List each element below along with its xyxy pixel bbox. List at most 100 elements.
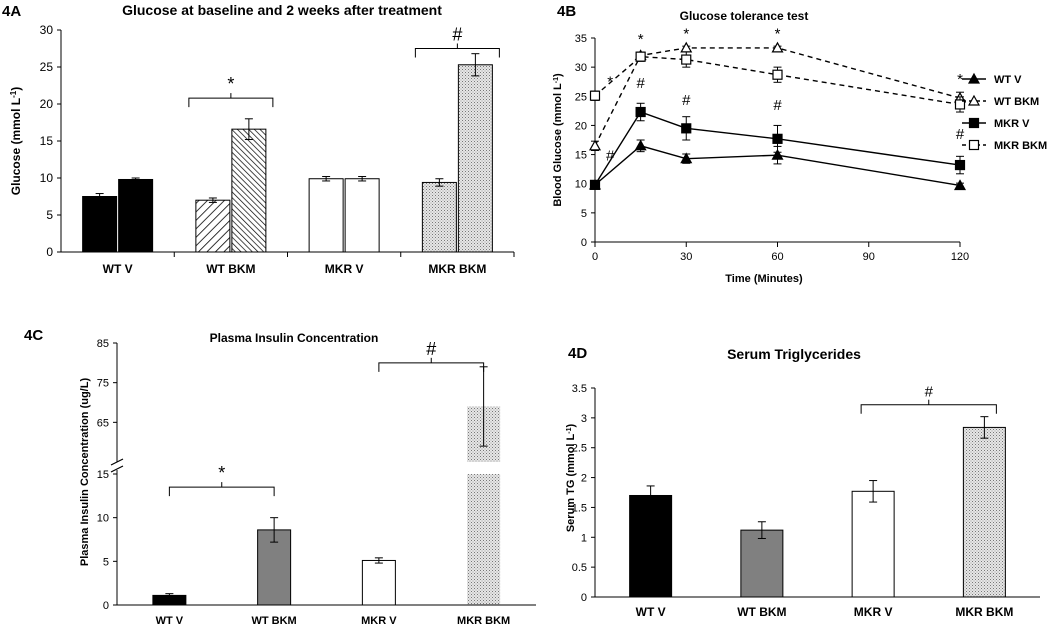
significance-4d-symbol: # <box>925 384 934 401</box>
y-tick-4d-label: 0 <box>581 592 587 604</box>
panel-label-4a: 4A <box>2 3 21 20</box>
category-labels-4d: WT V WT BKM MKR V MKR BKM <box>636 605 1014 619</box>
bar-4a <box>457 64 493 253</box>
panel-label-4b: 4B <box>557 3 576 20</box>
significance-4b: * <box>638 31 644 48</box>
legend-label-4b: MKR BKM <box>994 140 1047 152</box>
significance-4b: * <box>957 71 963 88</box>
series-lines-4b <box>588 41 967 191</box>
y-axis-label-4d-close: ) <box>565 424 577 428</box>
category-label-4c: WT V <box>156 615 184 627</box>
bar-4d <box>740 529 784 598</box>
y-axis-ticks-4b: 0 5 10 15 20 25 30 35 <box>575 33 595 249</box>
chart-title-4a: Glucose at baseline and 2 weeks after tr… <box>122 2 442 18</box>
y-tick-4b-label: 35 <box>575 33 587 45</box>
y-axis-label-4b-sup: -1 <box>553 77 560 83</box>
chart-title-4b: Glucose tolerance test <box>680 9 809 23</box>
y-tick-4d-label: 0.5 <box>572 562 587 574</box>
x-tick-label-4b: 90 <box>863 251 875 263</box>
bars-4a <box>82 53 515 257</box>
y-tick-4a-label: 30 <box>40 23 54 37</box>
y-tick-4c-lower-label: 5 <box>103 556 109 568</box>
y-axis-label-4d-sup: -1 <box>566 427 573 433</box>
significance-4d-bracket <box>860 404 997 414</box>
y-tick-4d-label: 1 <box>581 532 587 544</box>
data-point-4b <box>681 54 692 65</box>
x-tick-label-4b: 120 <box>951 251 969 263</box>
category-label-4d: MKR BKM <box>955 605 1013 619</box>
x-tick-label-4b: 0 <box>592 251 598 263</box>
data-point-4b <box>635 51 646 62</box>
y-axis-ticks-4d: 0 0.5 1 1.5 2 2.5 3 3.5 <box>572 383 595 604</box>
significance-4b: # <box>682 92 691 109</box>
x-tick-label-4b: 60 <box>771 251 783 263</box>
panel-4d: 4D Serum Triglycerides Serum TG (mmol L-… <box>565 345 1040 619</box>
significance-4b: * <box>607 74 613 91</box>
series-line-4b <box>594 55 961 106</box>
legend-marker-4b <box>968 139 980 151</box>
category-label-4a: WT BKM <box>206 262 255 276</box>
significance-4b: * # * # * # * # * # <box>606 25 965 164</box>
data-point-4b <box>954 99 966 110</box>
significance-4b: # <box>773 97 782 114</box>
category-label-4d: MKR V <box>854 605 893 619</box>
legend-4b: WT V WT BKM MKR V MKR BKM <box>962 72 1047 152</box>
significance-4a: *# <box>188 25 500 108</box>
y-tick-4b-label: 5 <box>581 208 587 220</box>
y-axis-label-4b-close: ) <box>552 73 564 77</box>
data-point-4b <box>680 152 693 164</box>
y-tick-4b-label: 25 <box>575 91 587 103</box>
y-axis-label-4d-main: Serum TG (mmol L <box>565 433 577 532</box>
data-point-4b <box>589 179 601 190</box>
y-tick-4c-upper-label: 65 <box>97 417 109 429</box>
significance-4a-bracket <box>414 48 500 58</box>
data-point-4b <box>772 69 783 80</box>
bar-4a <box>118 178 154 253</box>
y-tick-4d-label: 3.5 <box>572 383 587 395</box>
significance-4b: # <box>636 75 645 92</box>
bars-4c <box>152 366 501 606</box>
y-tick-4c-upper-label: 75 <box>97 378 109 390</box>
x-axis-label-4b: Time (Minutes) <box>725 273 803 285</box>
y-tick-4b-label: 15 <box>575 150 587 162</box>
significance-4b: * <box>683 25 689 42</box>
legend-label-4b: WT V <box>994 74 1022 86</box>
y-tick-4b-label: 0 <box>581 237 587 249</box>
significance-4c-bracket <box>378 362 485 372</box>
significance-4d: # <box>860 384 997 414</box>
data-point-4b <box>771 148 784 160</box>
significance-4c-symbol: * <box>218 463 225 483</box>
data-point-4b <box>771 41 784 53</box>
y-tick-4d-label: 2.5 <box>572 443 587 455</box>
bar-4a <box>344 178 380 253</box>
category-label-4a: MKR V <box>325 262 364 276</box>
significance-4b: # <box>606 148 615 165</box>
legend-marker-4b <box>968 117 980 129</box>
data-point-4b <box>681 123 692 134</box>
bar-4c-lower-segment <box>467 474 501 605</box>
significance-4c-bracket <box>168 486 275 497</box>
significance-4b: # <box>956 126 965 143</box>
bar-4d <box>629 494 673 598</box>
data-point-4b <box>680 41 693 53</box>
bar-4a <box>421 181 457 253</box>
category-label-4c: WT BKM <box>252 615 297 627</box>
significance-4a-symbol: # <box>452 25 462 45</box>
category-labels-4a: WT V WT BKM MKR V MKR BKM <box>103 262 487 276</box>
y-tick-4a-label: 25 <box>40 60 54 74</box>
bar-4a <box>82 196 118 253</box>
y-axis-label-4a-close: ) <box>9 87 23 91</box>
bar-4d <box>851 490 895 598</box>
bars-4d <box>629 416 1006 598</box>
x-tick-label-4b: 30 <box>680 251 692 263</box>
category-label-4d: WT V <box>636 605 666 619</box>
y-tick-4b-label: 10 <box>575 179 587 191</box>
data-point-4b <box>588 139 602 151</box>
y-tick-4a-label: 20 <box>40 97 54 111</box>
y-tick-4a-label: 5 <box>46 208 53 222</box>
y-axis-label-4b-main: Blood Glucose (mmol L <box>552 83 564 207</box>
significance-4c: *# <box>168 339 485 497</box>
category-label-4d: WT BKM <box>737 605 786 619</box>
category-label-4c: MKR BKM <box>457 615 510 627</box>
